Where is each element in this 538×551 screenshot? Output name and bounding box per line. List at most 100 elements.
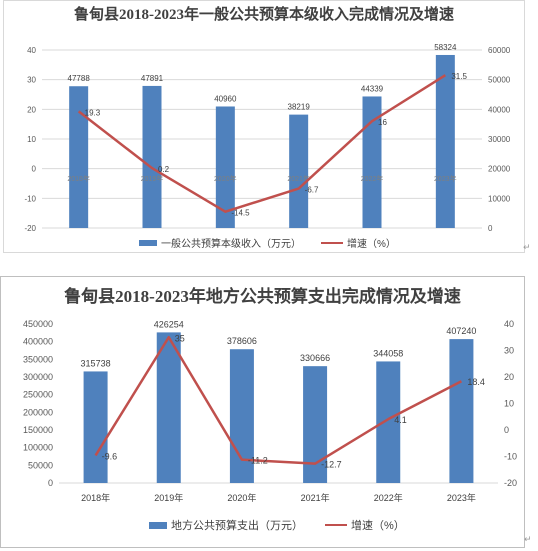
bar-data-label: 44339 [361, 84, 384, 93]
bar [435, 54, 455, 228]
growth-line [94, 336, 462, 465]
bar-data-label: 40960 [214, 94, 237, 103]
left-tick-label: 0 [32, 165, 37, 174]
right-tick-label: 30000 [488, 135, 511, 144]
right-tick-label: -20 [504, 478, 517, 488]
left-tick-label: 150000 [23, 425, 53, 435]
line-data-label: 19.3 [85, 108, 101, 117]
growth-line [77, 74, 446, 213]
legend-line-swatch [321, 241, 343, 244]
bar-data-label: 47788 [68, 74, 91, 83]
legend-label-growth: 增速（%） [347, 239, 396, 250]
category-label: 2019年 [154, 492, 183, 503]
left-tick-label: 100000 [23, 443, 53, 453]
expenditure-chart-svg: 450000 400000 350000 300000 250000 200000 1500… [23, 319, 517, 503]
category-label: 2022年 [374, 492, 403, 503]
legend-label-expenditure: 地方公共预算支出（万元） [171, 520, 303, 532]
bar-data-label: 47891 [141, 74, 164, 83]
right-tick-label: 20000 [488, 165, 511, 174]
right-tick-label: 60000 [488, 46, 511, 55]
right-tick-label: 0 [488, 224, 493, 233]
category-label: 2020年 [214, 174, 237, 183]
left-tick-label: 450000 [23, 319, 53, 329]
left-tick-label: 50000 [28, 460, 53, 470]
category-label: 2018年 [81, 492, 110, 503]
category-label: 2020年 [227, 492, 256, 503]
legend-item-growth: 增速（%） [321, 235, 396, 250]
category-label: 2021年 [287, 174, 310, 183]
left-tick-label: 40 [27, 46, 36, 55]
left-tick-label: -10 [24, 194, 36, 203]
category-label: 2019年 [141, 174, 164, 183]
bar [215, 106, 235, 228]
bar [376, 361, 401, 483]
expenditure-chart-panel: 鲁甸县2018-2023年地方公共预算支出完成情况及增速 450000 40000… [0, 276, 525, 548]
return-mark-2: ↵ [524, 534, 532, 544]
left-tick-label: 250000 [23, 390, 53, 400]
right-tick-label: 30 [504, 346, 514, 356]
expenditure-chart-legend: 地方公共预算支出（万元） 增速（%） [149, 517, 405, 533]
legend-item-expenditure: 地方公共预算支出（万元） [149, 517, 303, 533]
category-label: 2022年 [361, 174, 384, 183]
bar-data-label: 378606 [227, 336, 257, 346]
bar [83, 371, 108, 483]
category-label: 2023年 [434, 174, 457, 183]
bar [142, 85, 162, 228]
left-tick-label: 300000 [23, 372, 53, 382]
revenue-chart-title: 鲁甸县2018-2023年一般公共预算本级收入完成情况及增速 [74, 7, 454, 23]
right-tick-label: 20 [504, 372, 514, 382]
bar-data-label: 58324 [434, 43, 457, 52]
left-tick-label: 350000 [23, 354, 53, 364]
left-tick-label: 400000 [23, 337, 53, 347]
revenue-chart-legend: 一般公共预算本级收入（万元） 增速（%） [139, 235, 396, 250]
left-tick-label: 30 [27, 76, 36, 85]
line-data-label: 16 [378, 118, 387, 127]
category-label: 2023年 [447, 492, 476, 503]
line-data-label: -11.2 [248, 456, 268, 466]
left-tick-label: 20 [27, 105, 36, 114]
legend-line-swatch [325, 524, 347, 526]
legend-label-revenue: 一般公共预算本级收入（万元） [161, 239, 301, 250]
left-tick-label: 0 [48, 478, 53, 488]
right-tick-label: 0 [504, 425, 509, 435]
expenditure-chart-title: 鲁甸县2018-2023年地方公共预算支出完成情况及增速 [64, 287, 461, 306]
left-tick-label: -20 [24, 224, 36, 233]
bar-data-label: 315738 [81, 358, 111, 368]
right-tick-label: 50000 [488, 76, 511, 85]
line-data-label: -14.5 [231, 209, 250, 218]
bar [449, 339, 474, 483]
bar [289, 114, 309, 228]
line-data-label: 4.1 [394, 415, 407, 425]
legend-item-growth-2: 增速（%） [325, 517, 405, 533]
category-label: 2021年 [301, 492, 330, 503]
right-tick-label: 40 [504, 319, 514, 329]
bar-data-label: 38219 [288, 103, 311, 112]
category-label: 2018年 [67, 174, 90, 183]
line-data-label: -9.6 [102, 451, 118, 461]
right-tick-label: 10 [504, 399, 514, 409]
line-data-label: 0.2 [158, 165, 170, 174]
revenue-chart-svg: 40 30 20 10 0 -10 -20 60000 50000 40000 30000 20000… [24, 43, 511, 233]
line-data-label: 31.5 [451, 72, 467, 81]
bar-data-label: 426254 [154, 319, 184, 329]
right-tick-label: 40000 [488, 105, 511, 114]
bar [156, 332, 181, 483]
bar-data-label: 407240 [446, 326, 476, 336]
legend-label-growth-2: 增速（%） [351, 520, 405, 532]
right-tick-label: -10 [504, 452, 517, 462]
line-data-label: -6.7 [305, 186, 319, 195]
left-tick-label: 10 [27, 135, 36, 144]
legend-item-revenue: 一般公共预算本级收入（万元） [139, 235, 301, 250]
return-mark: ↵ [523, 242, 531, 252]
line-data-label: 18.4 [467, 377, 485, 387]
bar [362, 96, 382, 228]
line-data-label: 35 [175, 333, 185, 343]
revenue-chart-panel: 鲁甸县2018-2023年一般公共预算本级收入完成情况及增速 40 30 20 10 0… [3, 0, 525, 253]
left-tick-label: 200000 [23, 407, 53, 417]
bar-data-label: 344058 [373, 348, 403, 358]
legend-bar-swatch [149, 521, 167, 529]
right-tick-label: 10000 [488, 194, 511, 203]
bar [69, 86, 89, 228]
bar-data-label: 330666 [300, 353, 330, 363]
legend-bar-swatch [139, 239, 157, 246]
